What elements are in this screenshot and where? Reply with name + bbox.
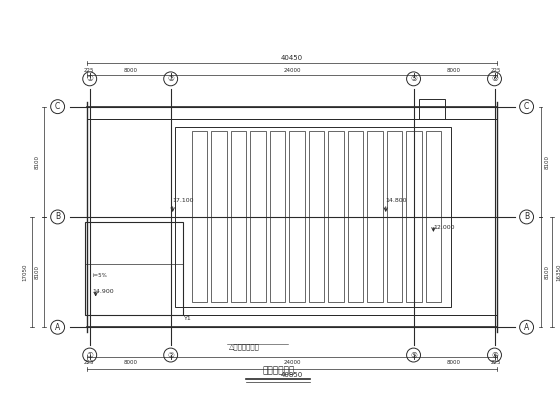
- Text: 16350: 16350: [557, 263, 560, 281]
- Text: 24000: 24000: [283, 68, 301, 73]
- Text: 8100: 8100: [544, 155, 549, 169]
- Text: 14.900: 14.900: [93, 290, 114, 295]
- Text: ②: ②: [167, 74, 174, 83]
- Text: ①: ①: [86, 74, 93, 83]
- Text: △锤钉混凝土柱: △锤钉混凝土柱: [228, 343, 259, 350]
- Bar: [426, 131, 441, 302]
- Text: ①: ①: [86, 351, 93, 359]
- Text: ⑤: ⑤: [410, 74, 417, 83]
- Text: Y1: Y1: [184, 316, 192, 321]
- Text: 17.100: 17.100: [172, 198, 194, 203]
- Text: A: A: [55, 323, 60, 332]
- Text: 225: 225: [83, 360, 94, 365]
- Text: C: C: [524, 102, 529, 111]
- Text: 225: 225: [491, 360, 501, 365]
- Bar: [192, 131, 207, 302]
- Text: 8000: 8000: [123, 360, 137, 365]
- Text: 8100: 8100: [35, 155, 40, 169]
- Bar: [309, 131, 324, 302]
- Bar: [231, 131, 246, 302]
- Text: C: C: [55, 102, 60, 111]
- Bar: [407, 131, 422, 302]
- Text: 40850: 40850: [281, 372, 303, 378]
- Text: 8000: 8000: [447, 360, 461, 365]
- Text: B: B: [524, 213, 529, 221]
- Bar: [418, 99, 445, 119]
- Text: 24000: 24000: [283, 360, 301, 365]
- Bar: [175, 126, 451, 307]
- Bar: [85, 222, 183, 315]
- Bar: [211, 131, 227, 302]
- Text: 12.000: 12.000: [433, 225, 455, 230]
- Text: B: B: [55, 213, 60, 221]
- Text: 14.800: 14.800: [386, 198, 407, 203]
- Text: ②: ②: [167, 351, 174, 359]
- Text: 8100: 8100: [544, 265, 549, 279]
- Bar: [387, 131, 402, 302]
- Bar: [367, 131, 383, 302]
- Text: 225: 225: [491, 68, 501, 73]
- Text: ⑤: ⑤: [410, 351, 417, 359]
- Bar: [250, 131, 265, 302]
- Text: 40450: 40450: [281, 55, 303, 61]
- Bar: [328, 131, 344, 302]
- Text: i=5%: i=5%: [93, 272, 108, 277]
- Bar: [348, 131, 363, 302]
- Text: ⑥: ⑥: [491, 351, 498, 359]
- Text: 屋顶层平面图: 屋顶层平面图: [262, 366, 295, 375]
- Text: 17050: 17050: [23, 263, 28, 281]
- Text: 8000: 8000: [447, 68, 461, 73]
- Bar: [289, 131, 305, 302]
- Bar: [269, 131, 285, 302]
- Text: ⑥: ⑥: [491, 74, 498, 83]
- Text: 8000: 8000: [123, 68, 137, 73]
- Text: 8100: 8100: [35, 265, 40, 279]
- Text: 225: 225: [83, 68, 94, 73]
- Text: A: A: [524, 323, 529, 332]
